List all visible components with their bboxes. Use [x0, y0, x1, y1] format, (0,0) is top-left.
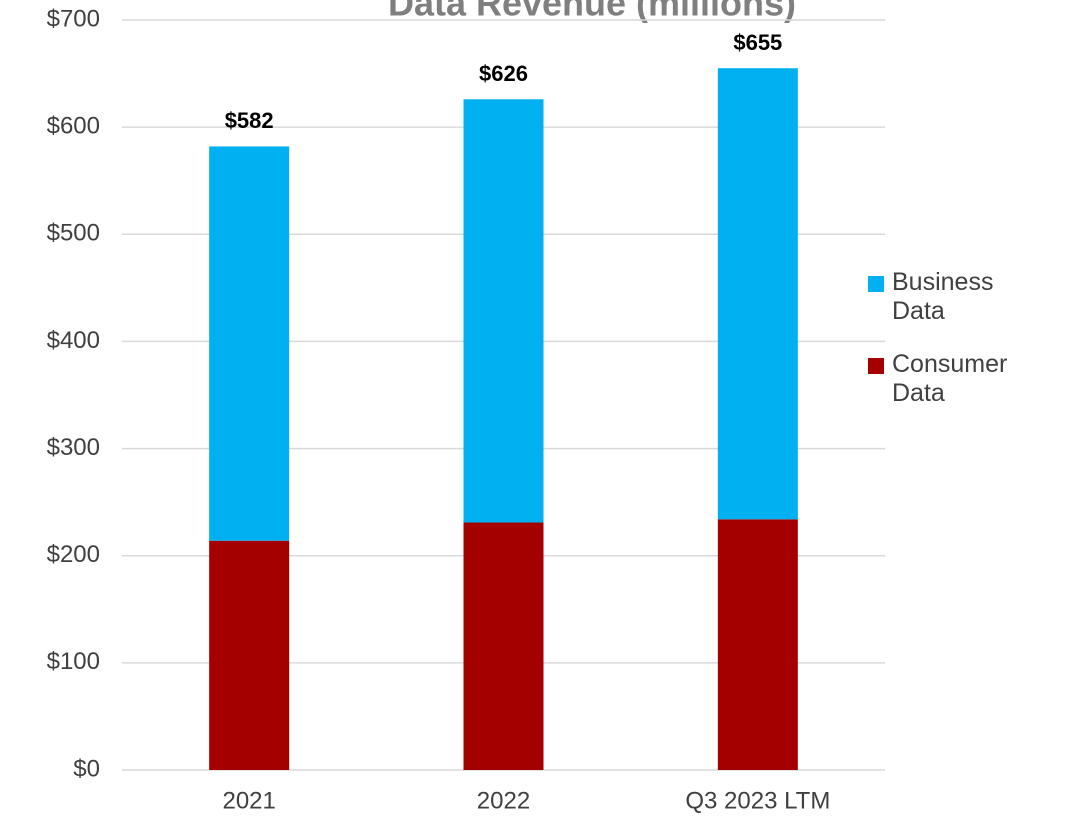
y-tick-label: $100: [47, 648, 100, 675]
bar-segment: [463, 522, 544, 770]
legend-entry: Business Data: [868, 268, 1058, 326]
total-label: $626: [479, 61, 528, 86]
legend-swatch: [868, 358, 884, 374]
bar-segment: [209, 146, 290, 541]
x-tick-label: Q3 2023 LTM: [685, 787, 830, 814]
legend-swatch: [868, 276, 884, 292]
chart-title: Data Revenue (millions): [388, 0, 796, 24]
total-label: $655: [733, 30, 782, 55]
y-tick-label: $600: [47, 112, 100, 139]
y-tick-label: $700: [47, 5, 100, 32]
y-tick-label: $300: [47, 434, 100, 461]
total-label: $582: [225, 108, 274, 133]
legend-label: Consumer Data: [892, 350, 1008, 407]
y-tick-label: $0: [73, 755, 100, 782]
y-tick-label: $400: [47, 327, 100, 354]
legend-label: Business Data: [892, 268, 994, 325]
bar-segment: [717, 519, 798, 770]
y-tick-label: $500: [47, 220, 100, 247]
bar-segment: [209, 540, 290, 770]
y-tick-label: $200: [47, 541, 100, 568]
x-tick-label: 2021: [222, 787, 275, 814]
x-tick-label: 2022: [477, 787, 530, 814]
bar-segment: [463, 99, 544, 523]
legend-entry: Consumer Data: [868, 350, 1058, 408]
bar-segment: [717, 68, 798, 520]
